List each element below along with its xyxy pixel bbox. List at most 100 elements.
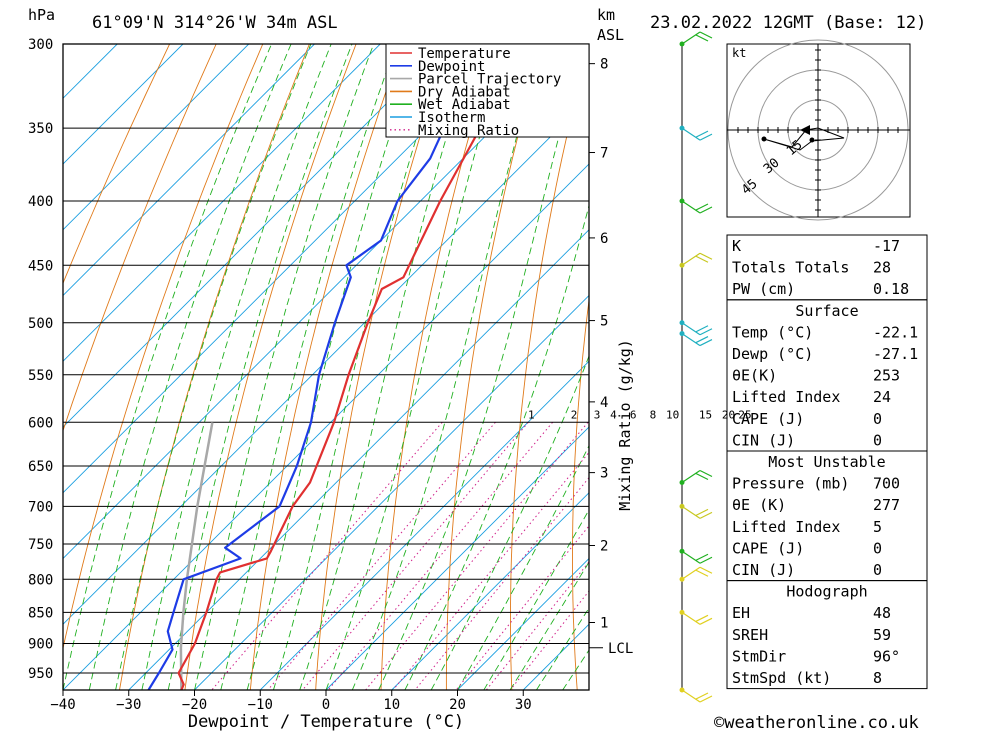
mixing-ratio-line	[302, 421, 529, 690]
wet-adiabat-line	[63, 44, 273, 690]
dry-adiabat-line	[119, 44, 310, 690]
wind-barb-shaft	[681, 127, 713, 141]
wet-adiabat-line	[220, 44, 397, 690]
dry-adiabat-line	[633, 44, 683, 690]
isotherm-line	[63, 44, 184, 165]
mixing-ratio-line	[327, 421, 553, 690]
isotherm-line	[391, 492, 589, 690]
temperature-tick-label: −30	[116, 697, 141, 713]
temperature-line	[177, 44, 536, 690]
isotherm-line	[259, 360, 589, 690]
index-hodograph-value: 96°	[873, 647, 900, 665]
wet-adiabat-line	[351, 44, 543, 690]
wet-adiabat-line	[299, 44, 476, 690]
wet-adiabat-line	[483, 509, 589, 690]
wind-barb-shaft	[681, 611, 713, 625]
mixing-ratio-label: 4	[610, 408, 617, 421]
mixing-ratio-label: 6	[630, 408, 637, 421]
legend-entry-label: Wet Adiabat	[418, 97, 511, 113]
dry-adiabat-line	[691, 44, 729, 690]
height-unit-label-asl: ASL	[597, 26, 624, 44]
wind-barb-shaft	[681, 322, 713, 336]
index-most-unstable-label: Pressure (mb)	[732, 475, 849, 493]
axes: 3003504004505005506006507007508008509009…	[28, 37, 752, 713]
km-tick-label: 7	[600, 146, 608, 162]
hodograph-start-dot	[761, 136, 767, 142]
mixing-ratio-label: 25	[738, 408, 751, 421]
pressure-tick-label: 800	[28, 572, 53, 588]
index-most-unstable-value: 700	[873, 475, 900, 493]
wind-barb	[681, 611, 713, 625]
legend-entry-label: Parcel Trajectory	[418, 72, 561, 88]
location-title: 61°09'N 314°26'W 34m ASL	[92, 13, 338, 33]
isotherm-line	[63, 163, 589, 690]
index-most-unstable-value: 0	[873, 539, 882, 557]
indices-hodograph-box	[726, 580, 928, 690]
index-hodograph-label: StmSpd (kt)	[732, 669, 831, 687]
wind-barb	[681, 469, 713, 483]
wind-barb-shaft	[681, 505, 713, 519]
wind-barb-shaft	[681, 469, 713, 483]
wet-adiabat-line	[457, 444, 589, 690]
wind-barb	[681, 31, 713, 45]
index-most-unstable-label: CIN (J)	[732, 561, 795, 579]
mixing-ratio-line	[392, 451, 589, 690]
wind-barb	[681, 550, 713, 564]
km-tick-label: 8	[600, 57, 608, 73]
index-surface-value: 0	[873, 410, 882, 428]
plot-frame	[62, 43, 590, 691]
dewpoint-line	[147, 44, 487, 690]
index-basic-value: 0.18	[873, 280, 909, 298]
legend-entry-label: Dry Adiabat	[418, 84, 511, 100]
copyright-label: ©weatheronline.co.uk	[714, 713, 919, 733]
dry-adiabat-line	[315, 44, 450, 690]
temperature-tick-label: 0	[322, 697, 330, 713]
hodograph-unit-label: kt	[732, 46, 746, 60]
wind-barb	[681, 200, 713, 214]
index-surface-value: 253	[873, 367, 900, 385]
index-surface-value: -27.1	[873, 345, 918, 363]
sounding-profiles	[147, 44, 536, 690]
index-most-unstable-value: 0	[873, 561, 882, 579]
indices-table: K -17 Totals Totals 28 PW (cm) 0.18 Surface Tem…	[726, 234, 928, 690]
mixing-ratio-label: 8	[650, 408, 657, 421]
index-most-unstable-value: 277	[873, 496, 900, 514]
isotherm-line	[128, 229, 589, 690]
wind-barb-shaft	[681, 31, 713, 45]
index-most-unstable-label: CAPE (J)	[732, 539, 804, 557]
wet-adiabat-line	[378, 44, 584, 690]
mixing-ratio-line	[485, 561, 589, 690]
isotherm-line	[63, 44, 447, 428]
wet-adiabat-line	[536, 607, 589, 690]
legend-entry-label: Dewpoint	[418, 59, 485, 75]
legend-entry-label: Isotherm	[418, 110, 485, 126]
hodograph-storm-dot	[809, 137, 815, 143]
isotherm-line	[63, 44, 118, 99]
temperature-tick-label: −10	[248, 697, 273, 713]
wind-barb	[681, 566, 713, 580]
wet-adiabat-line	[88, 44, 292, 690]
index-surface-label: Temp (°C)	[732, 323, 813, 341]
wind-barb-shaft	[681, 550, 713, 564]
pressure-unit-label: hPa	[28, 6, 55, 24]
dry-adiabat-line	[184, 44, 357, 690]
pressure-tick-label: 650	[28, 459, 53, 475]
most-unstable-section-title: Most Unstable	[768, 453, 885, 471]
mixing-ratio-line	[455, 525, 589, 690]
lcl-label: LCL	[608, 641, 633, 657]
index-hodograph-label: SREH	[732, 626, 768, 644]
isotherm-line	[63, 44, 513, 494]
dry-adiabat-line	[445, 44, 543, 690]
wet-adiabat-line	[404, 203, 589, 690]
pressure-tick-label: 950	[28, 666, 53, 682]
wet-adiabat-line	[430, 354, 589, 690]
mixing-ratio-label: 2	[571, 408, 578, 421]
pressure-tick-label: 600	[28, 415, 53, 431]
wet-adiabat-line	[115, 44, 312, 690]
wind-barb	[681, 252, 713, 266]
wind-barb-shaft	[681, 252, 713, 266]
index-hodograph-label: StmDir	[732, 647, 786, 665]
mixing-ratio-label: 3	[594, 408, 601, 421]
wet-adiabat-line	[272, 44, 448, 690]
